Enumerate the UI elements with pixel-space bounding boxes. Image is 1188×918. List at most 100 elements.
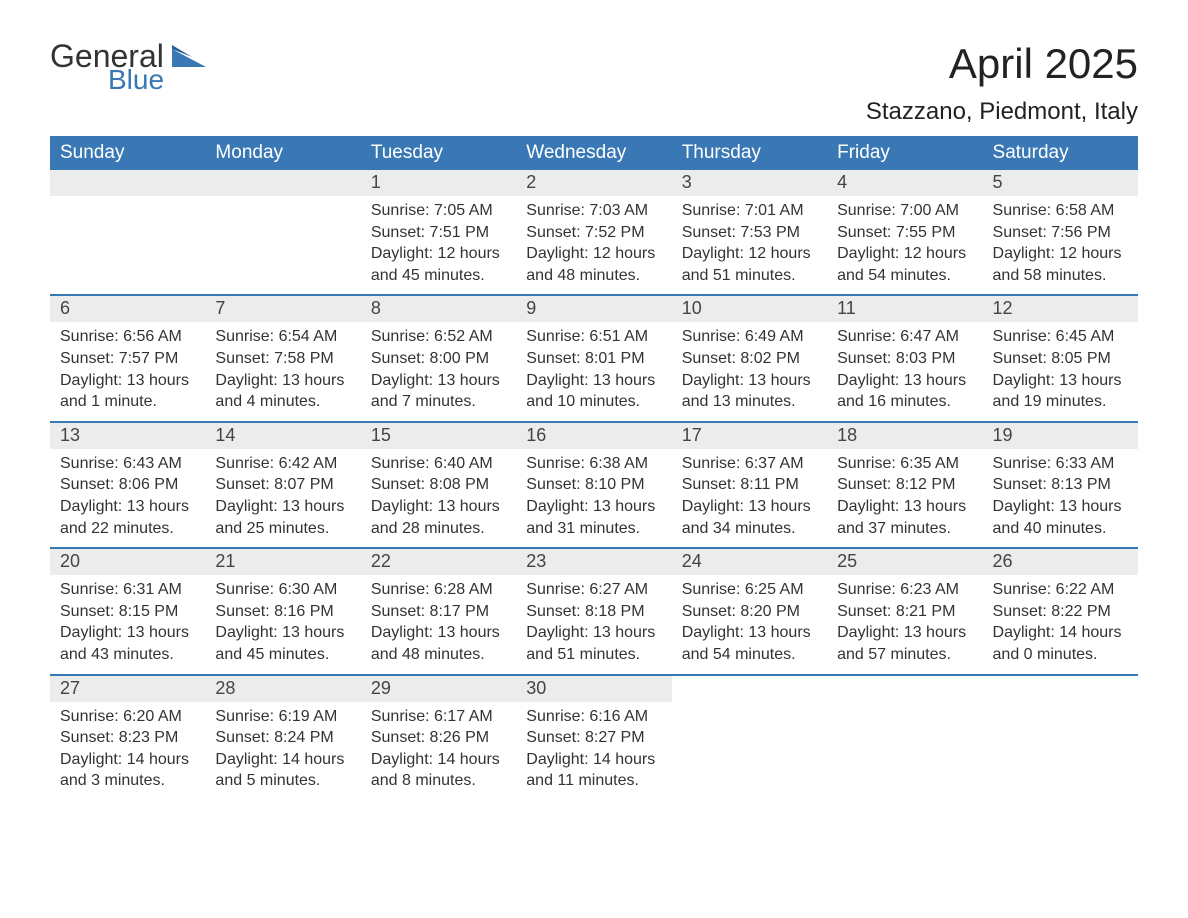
day-sunset: Sunset: 8:02 PM [682, 348, 817, 370]
day-number: 17 [672, 423, 827, 449]
day-daylight1: Daylight: 13 hours [682, 622, 817, 644]
day-daylight1: Daylight: 13 hours [993, 496, 1128, 518]
day-sunrise: Sunrise: 6:23 AM [837, 579, 972, 601]
day-number: 21 [205, 549, 360, 575]
day-number: 9 [516, 296, 671, 322]
day-cell: 17 Sunrise: 6:37 AMSunset: 8:11 PMDayligh… [672, 423, 827, 547]
day-number [205, 170, 360, 196]
day-cell: 29Sunrise: 6:17 AMSunset: 8:26 PMDayligh… [361, 676, 516, 800]
day-sunrise: Sunrise: 6:28 AM [371, 579, 506, 601]
day-cell: 10Sunrise: 6:49 AMSunset: 8:02 PMDayligh… [672, 296, 827, 420]
location-subtitle: Stazzano, Piedmont, Italy [50, 98, 1138, 126]
day-body: Sunrise: 6:17 AMSunset: 8:26 PMDaylight:… [361, 702, 516, 800]
day-cell: 6Sunrise: 6:56 AMSunset: 7:57 PMDaylight… [50, 296, 205, 420]
day-sunrise: Sunrise: 6:47 AM [837, 326, 972, 348]
day-body: Sunrise: 6:54 AMSunset: 7:58 PMDaylight:… [205, 322, 360, 420]
day-daylight2: and 34 minutes. [682, 518, 817, 540]
day-cell: 18Sunrise: 6:35 AMSunset: 8:12 PMDayligh… [827, 423, 982, 547]
day-body: Sunrise: 6:42 AMSunset: 8:07 PMDaylight:… [205, 449, 360, 547]
day-cell: 19Sunrise: 6:33 AMSunset: 8:13 PMDayligh… [983, 423, 1138, 547]
day-daylight1: Daylight: 13 hours [371, 622, 506, 644]
day-sunset: Sunset: 8:08 PM [371, 474, 506, 496]
day-cell: 27Sunrise: 6:20 AMSunset: 8:23 PMDayligh… [50, 676, 205, 800]
day-sunrise: Sunrise: 6:22 AM [993, 579, 1128, 601]
day-sunset: Sunset: 8:11 PM [682, 474, 817, 496]
header: General Blue April 2025 [50, 40, 1138, 94]
day-daylight2: and 8 minutes. [371, 770, 506, 792]
day-body: Sunrise: 6:58 AMSunset: 7:56 PMDaylight:… [983, 196, 1138, 294]
day-number [827, 676, 982, 702]
day-daylight2: and 58 minutes. [993, 265, 1128, 287]
day-sunrise: Sunrise: 6:17 AM [371, 706, 506, 728]
day-cell [827, 676, 982, 800]
day-daylight2: and 11 minutes. [526, 770, 661, 792]
day-sunrise: Sunrise: 6:30 AM [215, 579, 350, 601]
day-sunset: Sunset: 8:00 PM [371, 348, 506, 370]
day-cell [50, 170, 205, 294]
day-daylight1: Daylight: 12 hours [371, 243, 506, 265]
day-sunset: Sunset: 8:16 PM [215, 601, 350, 623]
day-sunset: Sunset: 8:20 PM [682, 601, 817, 623]
day-sunrise: Sunrise: 6:25 AM [682, 579, 817, 601]
day-daylight1: Daylight: 13 hours [215, 370, 350, 392]
day-header-saturday: Saturday [983, 136, 1138, 170]
day-sunset: Sunset: 8:21 PM [837, 601, 972, 623]
day-cell: 13Sunrise: 6:43 AMSunset: 8:06 PMDayligh… [50, 423, 205, 547]
day-number: 24 [672, 549, 827, 575]
day-body: Sunrise: 6:35 AMSunset: 8:12 PMDaylight:… [827, 449, 982, 547]
day-daylight1: Daylight: 13 hours [371, 370, 506, 392]
day-sunrise: Sunrise: 6:54 AM [215, 326, 350, 348]
day-sunrise: Sunrise: 6:31 AM [60, 579, 195, 601]
day-daylight1: Daylight: 13 hours [60, 370, 195, 392]
day-daylight1: Daylight: 13 hours [837, 496, 972, 518]
day-number: 12 [983, 296, 1138, 322]
day-number: 3 [672, 170, 827, 196]
day-daylight2: and 13 minutes. [682, 391, 817, 413]
day-sunrise: Sunrise: 6:37 AM [682, 453, 817, 475]
day-body: Sunrise: 6:30 AMSunset: 8:16 PMDaylight:… [205, 575, 360, 673]
day-daylight1: Daylight: 14 hours [371, 749, 506, 771]
day-cell: 23Sunrise: 6:27 AMSunset: 8:18 PMDayligh… [516, 549, 671, 673]
day-number: 16 [516, 423, 671, 449]
day-body: Sunrise: 7:01 AMSunset: 7:53 PMDaylight:… [672, 196, 827, 294]
day-body: Sunrise: 6:38 AMSunset: 8:10 PMDaylight:… [516, 449, 671, 547]
day-number: 1 [361, 170, 516, 196]
day-daylight2: and 19 minutes. [993, 391, 1128, 413]
day-number: 27 [50, 676, 205, 702]
day-sunrise: Sunrise: 6:52 AM [371, 326, 506, 348]
day-sunset: Sunset: 8:22 PM [993, 601, 1128, 623]
day-daylight2: and 28 minutes. [371, 518, 506, 540]
day-number: 18 [827, 423, 982, 449]
day-sunset: Sunset: 8:17 PM [371, 601, 506, 623]
day-daylight1: Daylight: 12 hours [526, 243, 661, 265]
day-header-wednesday: Wednesday [516, 136, 671, 170]
day-daylight1: Daylight: 12 hours [993, 243, 1128, 265]
day-daylight1: Daylight: 12 hours [682, 243, 817, 265]
day-sunset: Sunset: 8:13 PM [993, 474, 1128, 496]
week-row: 27Sunrise: 6:20 AMSunset: 8:23 PMDayligh… [50, 674, 1138, 800]
day-cell: 2Sunrise: 7:03 AMSunset: 7:52 PMDaylight… [516, 170, 671, 294]
day-daylight2: and 1 minute. [60, 391, 195, 413]
day-number: 26 [983, 549, 1138, 575]
day-number: 20 [50, 549, 205, 575]
day-header-monday: Monday [205, 136, 360, 170]
day-daylight2: and 25 minutes. [215, 518, 350, 540]
day-daylight2: and 48 minutes. [371, 644, 506, 666]
day-daylight2: and 57 minutes. [837, 644, 972, 666]
day-body: Sunrise: 6:52 AMSunset: 8:00 PMDaylight:… [361, 322, 516, 420]
day-body: Sunrise: 7:05 AMSunset: 7:51 PMDaylight:… [361, 196, 516, 294]
day-daylight1: Daylight: 13 hours [682, 496, 817, 518]
day-body: Sunrise: 6:43 AMSunset: 8:06 PMDaylight:… [50, 449, 205, 547]
day-sunset: Sunset: 7:53 PM [682, 222, 817, 244]
day-cell: 28Sunrise: 6:19 AMSunset: 8:24 PMDayligh… [205, 676, 360, 800]
day-cell: 30Sunrise: 6:16 AMSunset: 8:27 PMDayligh… [516, 676, 671, 800]
day-number [50, 170, 205, 196]
day-sunrise: Sunrise: 6:51 AM [526, 326, 661, 348]
day-sunset: Sunset: 8:10 PM [526, 474, 661, 496]
day-number [983, 676, 1138, 702]
day-cell: 9Sunrise: 6:51 AMSunset: 8:01 PMDaylight… [516, 296, 671, 420]
day-body: Sunrise: 6:20 AMSunset: 8:23 PMDaylight:… [50, 702, 205, 800]
day-number: 8 [361, 296, 516, 322]
day-sunrise: Sunrise: 6:20 AM [60, 706, 195, 728]
day-cell: 22Sunrise: 6:28 AMSunset: 8:17 PMDayligh… [361, 549, 516, 673]
